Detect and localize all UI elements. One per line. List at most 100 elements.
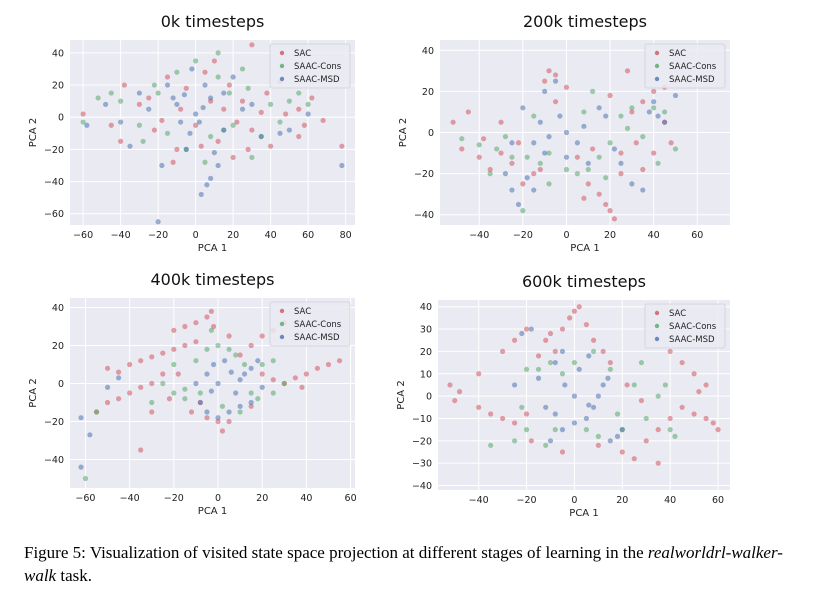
scatter-point [208, 133, 214, 140]
scatter-point [270, 390, 276, 396]
scatter-point [552, 99, 559, 105]
scatter-point [447, 382, 453, 388]
scatter-point [174, 69, 180, 75]
scatter-point [605, 375, 611, 381]
scatter-point [118, 98, 124, 104]
scatter-point [204, 314, 210, 320]
scatter-point [127, 361, 133, 368]
scatter-point [149, 354, 155, 360]
scatter-point [159, 162, 165, 169]
chart-title: 400k timesteps [151, 270, 275, 289]
x-tick-label: 20 [616, 495, 628, 506]
scatter-point [136, 101, 142, 107]
scatter-point [459, 146, 465, 152]
scatter-point [563, 154, 570, 160]
scatter-point [691, 411, 697, 417]
scatter-point [465, 109, 471, 115]
scatter-point [520, 105, 526, 111]
scatter-point [211, 323, 217, 330]
scatter-point [197, 399, 203, 406]
scatter-point [108, 90, 114, 96]
scatter-point [178, 106, 184, 112]
scatter-point [204, 371, 210, 377]
y-tick-label: −40 [44, 177, 64, 188]
y-tick-label: 20 [52, 341, 64, 352]
scatter-point [149, 399, 155, 406]
scatter-point [171, 327, 177, 333]
scatter-point [116, 375, 122, 381]
scatter-point [535, 353, 542, 359]
scatter-point [661, 109, 668, 115]
chart-panel: −60 −40 −20 0 20 40 60 −40 −20 0 20 40 400k timestep… [28, 270, 357, 517]
scatter-point [182, 396, 188, 402]
scatter-point [160, 350, 166, 356]
scatter-point [193, 111, 199, 117]
x-tick-label: 60 [691, 230, 703, 241]
scatter-point [84, 122, 90, 128]
scatter-point [226, 90, 232, 96]
scatter-point [182, 386, 188, 392]
scatter-point [181, 92, 187, 98]
scatter-point [221, 106, 227, 112]
scatter-point [667, 427, 673, 433]
scatter-point [228, 369, 234, 375]
scatter-point [452, 397, 458, 404]
scatter-point [643, 438, 649, 444]
scatter-point [245, 146, 251, 152]
chart-panel: −60 −40 −20 0 20 40 60 80 −60 −40 −20 0 20 40 0k times… [28, 12, 355, 254]
caption-task: realworldrl-walker-walk [24, 543, 783, 585]
scatter-point [226, 409, 232, 415]
scatter-point [600, 348, 606, 355]
scatter-point [215, 342, 221, 349]
scatter-point [696, 389, 702, 395]
scatter-point [248, 403, 254, 409]
scatter-point [715, 427, 721, 433]
scatter-point [103, 101, 109, 107]
scatter-point [164, 82, 171, 88]
scatter-point [189, 66, 195, 72]
x-tick-label: 20 [604, 230, 616, 241]
y-tick-label: −20 [414, 169, 434, 180]
x-tick-label: 60 [302, 230, 314, 241]
scatter-point [233, 352, 239, 358]
scatter-point [258, 133, 264, 140]
caption-label: Figure 5: [24, 543, 86, 562]
series-saac-msd [502, 78, 679, 208]
scatter-point [576, 304, 582, 310]
scatter-point [543, 404, 549, 410]
scatter-point [603, 113, 609, 119]
scatter-point [248, 365, 254, 371]
scatter-point [255, 396, 261, 402]
scatter-point [576, 366, 582, 372]
scatter-point [629, 109, 635, 115]
scatter-point [215, 74, 221, 80]
scatter-point [552, 72, 559, 78]
scatter-point [249, 101, 255, 107]
scatter-point [498, 119, 504, 125]
scatter-point [149, 380, 155, 387]
scatter-point [268, 101, 274, 107]
scatter-point [136, 122, 142, 128]
scatter-point [219, 403, 226, 409]
x-tick-label: −40 [120, 493, 140, 504]
scatter-point [552, 359, 558, 366]
scatter-point [233, 390, 239, 396]
chart-panel: −40 −20 0 20 40 60 −40 −30 −20 −10 0 10 20 30 40 600k t… [396, 272, 730, 519]
scatter-point [193, 358, 199, 364]
scatter-point [248, 390, 254, 396]
scatter-point [596, 105, 602, 111]
scatter-point [528, 438, 534, 444]
scatter-point [543, 442, 549, 448]
scatter-point [219, 428, 226, 434]
y-tick-label: 40 [420, 302, 432, 313]
scatter-point [511, 337, 518, 343]
scatter-point [600, 382, 606, 388]
scatter-point [611, 216, 618, 222]
x-tick-label: −60 [73, 230, 93, 241]
scatter-point [476, 371, 482, 377]
scatter-point [116, 369, 122, 375]
scatter-point [121, 82, 127, 88]
scatter-point [299, 384, 305, 390]
scatter-point [571, 359, 578, 366]
